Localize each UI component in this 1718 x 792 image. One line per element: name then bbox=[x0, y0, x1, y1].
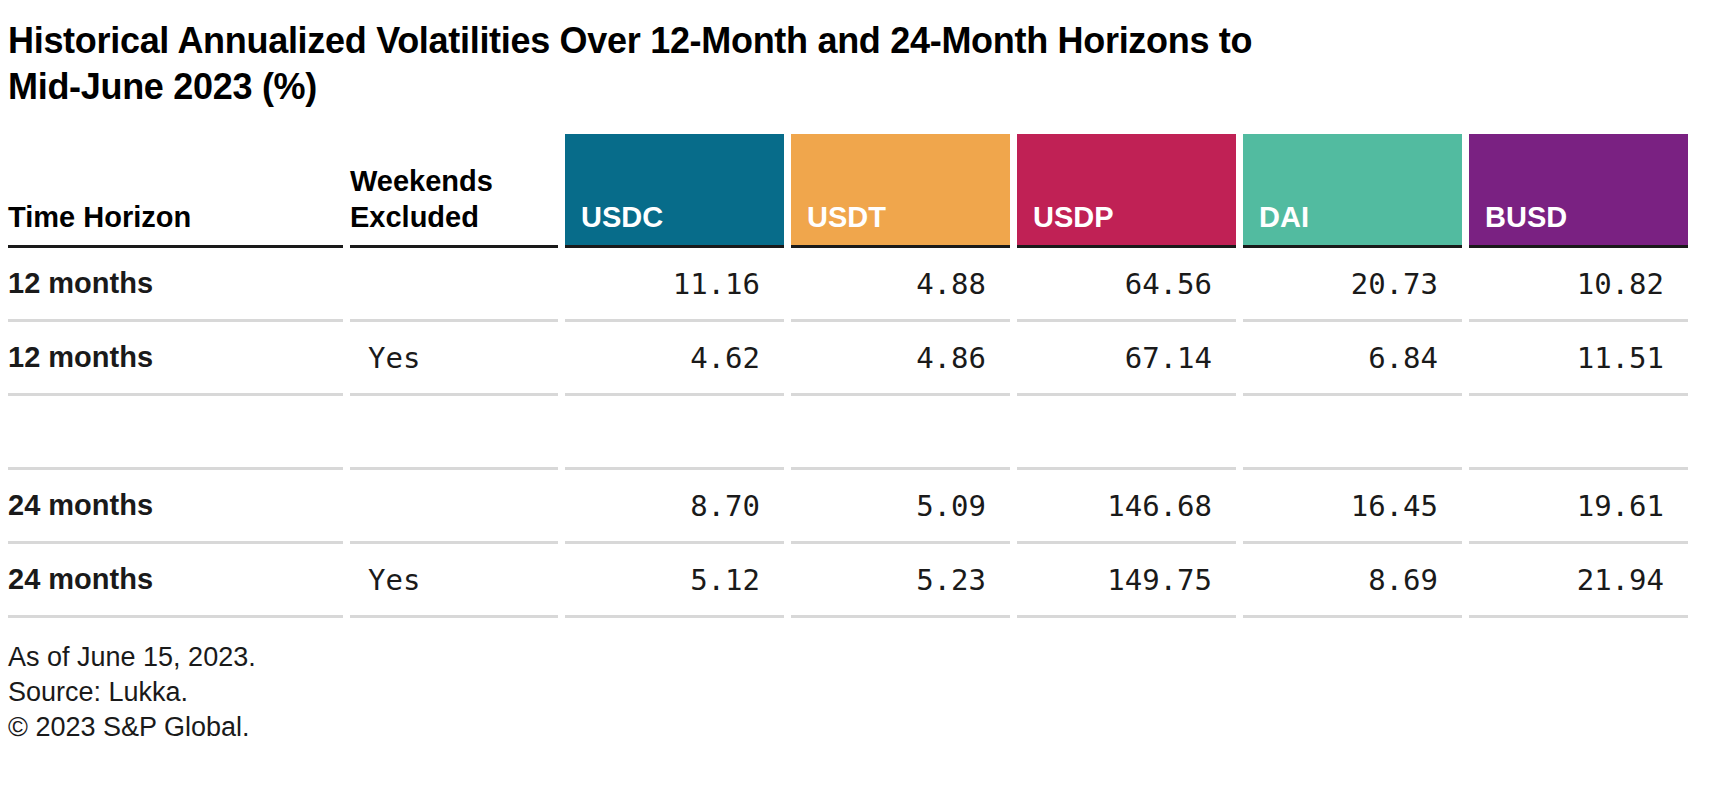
table-row: 12 months 11.16 4.88 64.56 20.73 10.82 bbox=[8, 248, 1688, 322]
busd-value-cell: 10.82 bbox=[1469, 248, 1688, 322]
col-header-busd: BUSD bbox=[1469, 134, 1688, 248]
table-row: 24 months 8.70 5.09 146.68 16.45 19.61 bbox=[8, 470, 1688, 544]
spacer-cell bbox=[1017, 396, 1236, 470]
usdc-value-cell: 8.70 bbox=[565, 470, 784, 544]
weekends-excluded-cell: Yes bbox=[350, 544, 558, 618]
volatility-table: Time Horizon Weekends Excluded USDC USDT… bbox=[1, 134, 1695, 618]
usdc-value-cell: 11.16 bbox=[565, 248, 784, 322]
col-header-usdp: USDP bbox=[1017, 134, 1236, 248]
spacer-row bbox=[8, 396, 1688, 470]
dai-value-cell: 6.84 bbox=[1243, 322, 1462, 396]
time-horizon-cell: 24 months bbox=[8, 470, 343, 544]
busd-value-cell: 11.51 bbox=[1469, 322, 1688, 396]
usdt-value-cell: 5.23 bbox=[791, 544, 1010, 618]
weekends-excluded-cell: Yes bbox=[350, 322, 558, 396]
usdt-value-cell: 4.88 bbox=[791, 248, 1010, 322]
spacer-cell bbox=[1469, 396, 1688, 470]
spacer-cell bbox=[8, 396, 343, 470]
col-header-dai: DAI bbox=[1243, 134, 1462, 248]
usdt-value-cell: 4.86 bbox=[791, 322, 1010, 396]
page-title: Historical Annualized Volatilities Over … bbox=[8, 18, 1718, 110]
usdp-value-cell: 146.68 bbox=[1017, 470, 1236, 544]
source-note: Source: Lukka. bbox=[8, 675, 1718, 710]
col-header-time-horizon: Time Horizon bbox=[8, 134, 343, 248]
weekends-excluded-cell bbox=[350, 470, 558, 544]
table-row: 12 months Yes 4.62 4.86 67.14 6.84 11.51 bbox=[8, 322, 1688, 396]
usdt-value-cell: 5.09 bbox=[791, 470, 1010, 544]
dai-value-cell: 16.45 bbox=[1243, 470, 1462, 544]
spacer-cell bbox=[565, 396, 784, 470]
spacer-cell bbox=[791, 396, 1010, 470]
time-horizon-cell: 24 months bbox=[8, 544, 343, 618]
as-of-note: As of June 15, 2023. bbox=[8, 640, 1718, 675]
weekends-excluded-cell bbox=[350, 248, 558, 322]
time-horizon-cell: 12 months bbox=[8, 322, 343, 396]
usdc-value-cell: 4.62 bbox=[565, 322, 784, 396]
usdp-value-cell: 149.75 bbox=[1017, 544, 1236, 618]
spacer-cell bbox=[1243, 396, 1462, 470]
dai-value-cell: 20.73 bbox=[1243, 248, 1462, 322]
usdc-value-cell: 5.12 bbox=[565, 544, 784, 618]
col-header-weekends-excluded: Weekends Excluded bbox=[350, 134, 558, 248]
header-row: Time Horizon Weekends Excluded USDC USDT… bbox=[8, 134, 1688, 248]
col-header-usdc: USDC bbox=[565, 134, 784, 248]
busd-value-cell: 19.61 bbox=[1469, 470, 1688, 544]
usdp-value-cell: 67.14 bbox=[1017, 322, 1236, 396]
busd-value-cell: 21.94 bbox=[1469, 544, 1688, 618]
page-title-line2: Mid-June 2023 (%) bbox=[8, 64, 1718, 110]
figure-footer: As of June 15, 2023. Source: Lukka. © 20… bbox=[8, 640, 1718, 745]
col-header-usdt: USDT bbox=[791, 134, 1010, 248]
figure-page: Historical Annualized Volatilities Over … bbox=[0, 0, 1718, 745]
spacer-cell bbox=[350, 396, 558, 470]
usdp-value-cell: 64.56 bbox=[1017, 248, 1236, 322]
page-title-line1: Historical Annualized Volatilities Over … bbox=[8, 18, 1718, 64]
table-row: 24 months Yes 5.12 5.23 149.75 8.69 21.9… bbox=[8, 544, 1688, 618]
copyright-note: © 2023 S&P Global. bbox=[8, 710, 1718, 745]
time-horizon-cell: 12 months bbox=[8, 248, 343, 322]
dai-value-cell: 8.69 bbox=[1243, 544, 1462, 618]
